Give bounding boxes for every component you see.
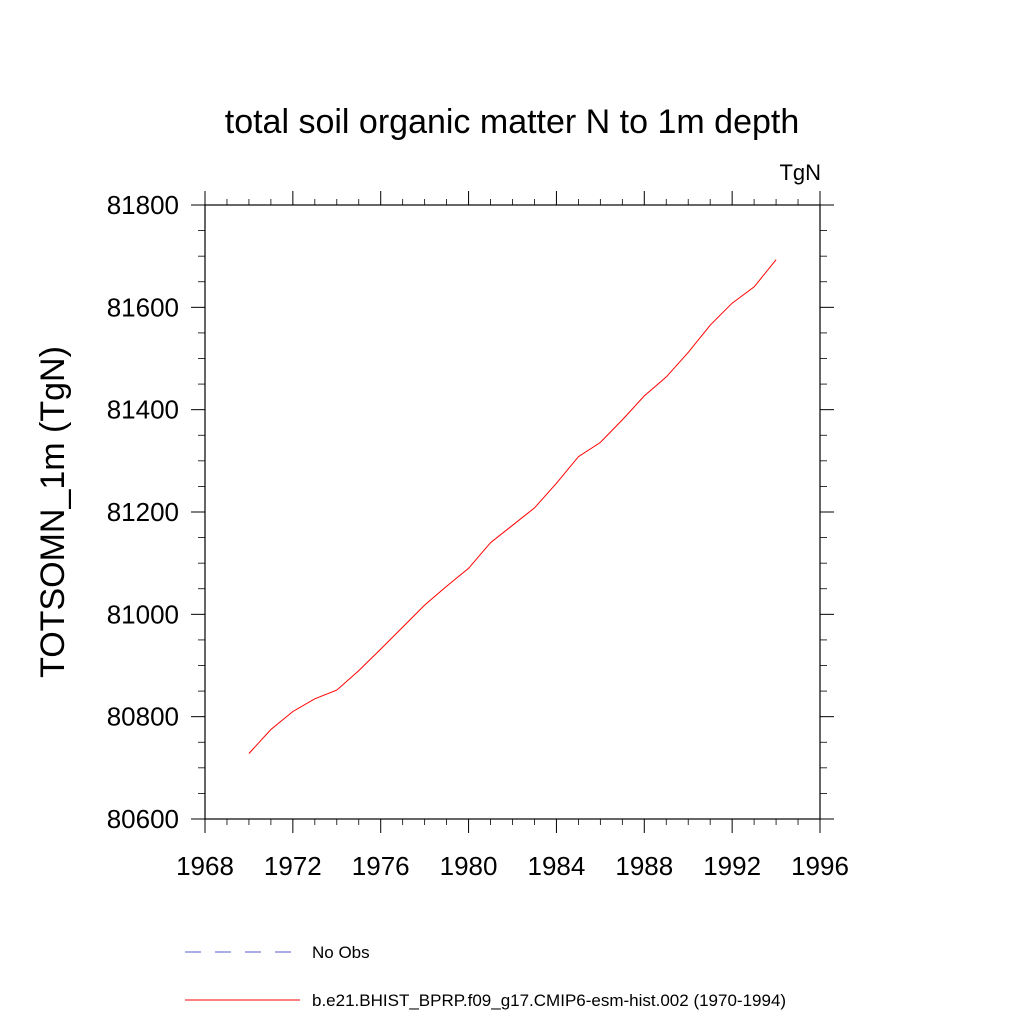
chart-title: total soil organic matter N to 1m depth [225,103,800,141]
x-tick-label: 1984 [528,851,586,881]
y-tick-label: 80600 [107,804,179,834]
series-line-model [248,259,777,754]
x-tick-label: 1980 [440,851,498,881]
y-tick-label: 81600 [107,292,179,322]
y-tick-label: 80800 [107,702,179,732]
x-tick-label: 1992 [703,851,761,881]
y-tick-label: 81000 [107,599,179,629]
y-tick-label: 81200 [107,497,179,527]
y-tick-label: 81400 [107,395,179,425]
legend-label-model: b.e21.BHIST_BPRP.f09_g17.CMIP6-esm-hist.… [312,991,786,1010]
y-axis-label: TOTSOMN_1m (TgN) [34,346,72,678]
x-tick-label: 1972 [264,851,322,881]
x-axis: 1968 1972 1976 1980 1984 1988 1992 1996 [176,191,849,881]
units-label: TgN [779,160,821,185]
x-tick-label: 1988 [615,851,673,881]
y-tick-label: 81800 [107,190,179,220]
x-tick-label: 1996 [791,851,849,881]
plot-frame [204,204,821,820]
y-axis: 80600 80800 81000 81200 81400 81600 81800 [107,190,834,834]
x-tick-label: 1968 [176,851,234,881]
legend: No Obs b.e21.BHIST_BPRP.f09_g17.CMIP6-es… [185,943,786,1010]
x-tick-label: 1976 [352,851,410,881]
legend-label-no-obs: No Obs [312,943,370,962]
series-layer [248,259,777,754]
